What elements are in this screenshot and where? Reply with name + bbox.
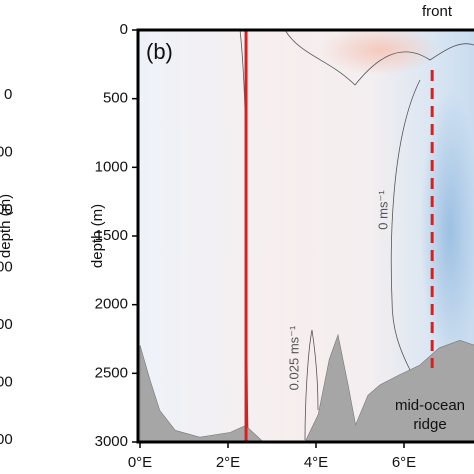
left-tick-label: 00 <box>0 431 13 448</box>
x-tick-label: 4°E <box>304 454 328 471</box>
left-tick-label: 00 <box>0 373 13 390</box>
y-tick-label: 3000 <box>95 433 128 450</box>
contour-label: 0.025 ms⁻¹ <box>286 325 301 390</box>
left-axis-label: depth (m) <box>0 194 14 258</box>
left-tick-label: 00 <box>0 201 13 218</box>
panel-label: (b) <box>146 39 173 64</box>
x-tick-label: 2°E <box>216 454 240 471</box>
left-tick-label: 00 <box>0 258 13 275</box>
ridge-label: ridge <box>413 416 446 433</box>
left-tick-label: 0 <box>4 86 12 103</box>
left-tick-label: 00 <box>0 143 13 160</box>
field-shading <box>138 30 474 442</box>
front-label: front <box>422 3 453 20</box>
left-tick-label: 00 <box>0 316 13 333</box>
y-tick-label: 500 <box>103 90 128 107</box>
ridge-label: mid-ocean <box>395 397 465 414</box>
x-tick-label: 6°E <box>392 454 416 471</box>
y-tick-label: 2000 <box>95 296 128 313</box>
y-tick-label: 1500 <box>95 227 128 244</box>
y-tick-label: 1000 <box>95 158 128 175</box>
bathymetry <box>139 333 474 442</box>
x-tick-label: 0°E <box>128 454 152 471</box>
contour-label: 0 ms⁻¹ <box>375 190 390 230</box>
y-axis-label: depth (m) <box>89 204 106 268</box>
y-tick-label: 0 <box>120 21 128 38</box>
y-tick-label: 2500 <box>95 364 128 381</box>
